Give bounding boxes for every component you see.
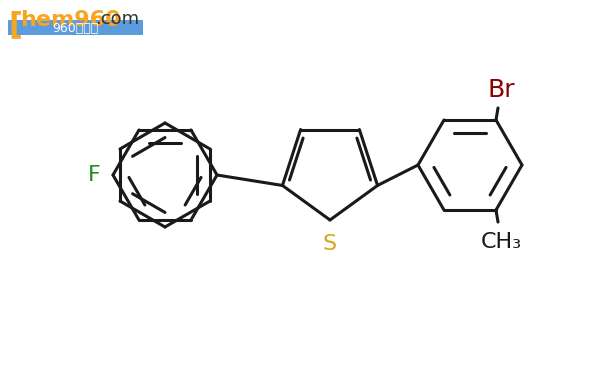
Text: S: S (323, 234, 337, 254)
Text: 960化工网: 960化工网 (52, 21, 98, 34)
Text: hem960: hem960 (20, 10, 121, 30)
Text: F: F (88, 165, 101, 185)
Text: Br: Br (487, 78, 515, 102)
Text: [: [ (8, 10, 22, 39)
Text: CH₃: CH₃ (480, 232, 522, 252)
Text: .com: .com (95, 10, 139, 28)
FancyBboxPatch shape (8, 20, 143, 35)
